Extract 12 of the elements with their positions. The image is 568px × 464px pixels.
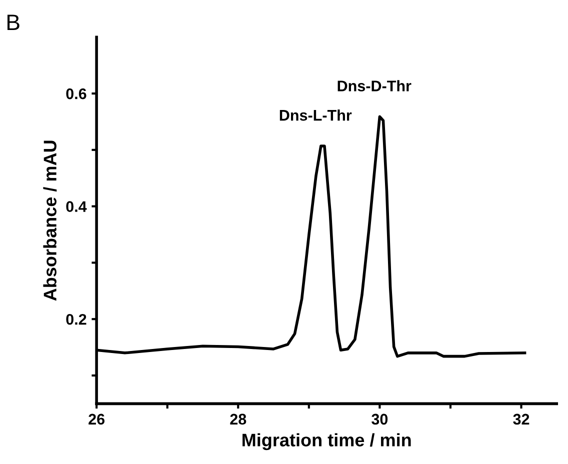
chart-title: B (8, 14, 20, 30)
x-tick-label: 28 (230, 414, 246, 425)
annotation: Dns-L-Thr (280, 109, 352, 121)
x-tick-label: 26 (88, 414, 105, 425)
y-tick-label: 0.4 (66, 201, 87, 212)
x-tick-label: 30 (372, 414, 388, 425)
annotation: Dns-D-Thr (338, 80, 412, 92)
x-tick-label: 32 (513, 414, 530, 425)
y-axis-title: Absorbance / mAU (43, 140, 57, 301)
y-tick-label: 0.2 (66, 314, 86, 325)
y-tick-label: 0.6 (66, 88, 86, 100)
x-axis-title: Migration time / min (242, 433, 411, 450)
